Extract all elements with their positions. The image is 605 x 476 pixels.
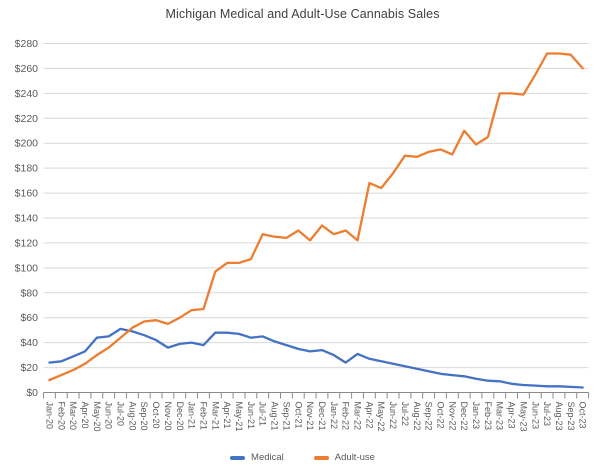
x-axis-tick-label: Jan-21 bbox=[187, 402, 197, 430]
x-axis-tick-label: Aug-20 bbox=[127, 402, 137, 431]
y-axis-tick-label: $160 bbox=[15, 188, 39, 200]
x-axis-tick-label: Oct-22 bbox=[435, 402, 445, 429]
x-axis-tick-label: Apr-20 bbox=[80, 402, 90, 429]
x-axis-tick-label: Jul-23 bbox=[542, 402, 552, 427]
x-axis-tick-label: Oct-21 bbox=[293, 402, 303, 429]
x-axis-tick-label: Sep-22 bbox=[424, 402, 434, 431]
x-axis-tick-label: Apr-22 bbox=[364, 402, 374, 429]
x-axis-tick-label: Mar-21 bbox=[210, 402, 220, 431]
y-axis-tick-label: $80 bbox=[20, 287, 38, 299]
x-axis-tick-label: Jul-20 bbox=[116, 402, 126, 427]
x-axis-tick-label: Jun-23 bbox=[530, 402, 540, 430]
x-axis-tick-label: Mar-20 bbox=[68, 402, 78, 431]
y-axis-tick-label: $180 bbox=[15, 163, 39, 175]
chart-legend: Medical Adult-use bbox=[0, 452, 605, 463]
adult-use-line-marker-icon bbox=[313, 455, 329, 460]
x-axis-tick-label: Feb-23 bbox=[483, 402, 493, 431]
x-axis-tick-label: Jan-20 bbox=[44, 402, 54, 430]
legend-label-medical: Medical bbox=[251, 452, 284, 463]
x-axis-tick-label: Sep-23 bbox=[566, 402, 576, 431]
gridlines bbox=[43, 43, 589, 369]
medical-line-marker-icon bbox=[230, 455, 246, 460]
x-axis-tick-label: Aug-21 bbox=[270, 402, 280, 431]
x-axis-tick-label: Sep-20 bbox=[139, 402, 149, 431]
x-axis-tick-label: Feb-20 bbox=[56, 402, 66, 431]
x-axis-tick-label: Apr-23 bbox=[507, 402, 517, 429]
adult-use-series-line bbox=[48, 52, 584, 382]
x-axis-tick-label: Nov-22 bbox=[447, 402, 457, 431]
x-axis-tick-label: Aug-23 bbox=[554, 402, 564, 431]
x-axis-tick-label: Nov-21 bbox=[305, 402, 315, 431]
legend-item-medical: Medical bbox=[230, 452, 284, 463]
y-axis-tick-label: $140 bbox=[15, 213, 39, 225]
y-axis-tick-label: $40 bbox=[20, 337, 38, 349]
x-axis-tick-label: Feb-22 bbox=[341, 402, 351, 431]
x-axis-tick-label: May-23 bbox=[518, 402, 528, 432]
x-axis-tick-label: Jan-22 bbox=[329, 402, 339, 430]
y-axis-tick-label: $0 bbox=[26, 387, 38, 399]
x-axis-tick-label: Jun-20 bbox=[104, 402, 114, 430]
y-axis-tick-label: $260 bbox=[15, 63, 39, 75]
y-axis-tick-label: $280 bbox=[15, 38, 39, 50]
x-axis-tick-label: Oct-23 bbox=[578, 402, 588, 429]
x-axis-tick-label: Jul-22 bbox=[400, 402, 410, 427]
x-axis-tick-label: May-21 bbox=[234, 402, 244, 432]
y-axis-tick-label: $100 bbox=[15, 262, 39, 274]
x-axis-tick-label: May-20 bbox=[92, 402, 102, 432]
y-axis-labels: $0 $20 $40 $60 $80 $100 $120 $140 $160 $180 $200 $2… bbox=[15, 38, 39, 399]
y-axis-tick-label: $200 bbox=[15, 138, 39, 150]
x-axis-tick-label: Mar-23 bbox=[495, 402, 505, 431]
legend-item-adult-use: Adult-use bbox=[313, 452, 375, 463]
medical-series-line bbox=[48, 327, 584, 389]
x-axis-tick-label: Jun-21 bbox=[246, 402, 256, 430]
y-axis-tick-label: $20 bbox=[20, 362, 38, 374]
chart-title: Michigan Medical and Adult-Use Cannabis … bbox=[165, 7, 440, 21]
x-axis-tick-label: Feb-21 bbox=[198, 402, 208, 431]
x-axis-tick-label: Apr-21 bbox=[222, 402, 232, 429]
y-axis-tick-label: $240 bbox=[15, 88, 39, 100]
y-axis-tick-label: $60 bbox=[20, 312, 38, 324]
x-axis-tick-label: Nov-20 bbox=[163, 402, 173, 431]
y-axis-tick-label: $120 bbox=[15, 237, 39, 249]
x-axis-tick-label: Jul-21 bbox=[258, 402, 268, 427]
x-axis-tick-label: Dec-21 bbox=[317, 402, 327, 431]
x-axis-tick-label: Jan-23 bbox=[471, 402, 481, 430]
x-axis-tick-label: Dec-22 bbox=[459, 402, 469, 431]
x-axis-ticks bbox=[43, 392, 590, 399]
x-axis-tick-label: Jun-22 bbox=[388, 402, 398, 430]
x-axis-tick-label: Aug-22 bbox=[412, 402, 422, 431]
x-axis-tick-label: Dec-20 bbox=[175, 402, 185, 431]
legend-label-adult-use: Adult-use bbox=[334, 452, 375, 463]
x-axis-tick-label: Sep-21 bbox=[281, 402, 291, 431]
x-axis-tick-label: Oct-20 bbox=[151, 402, 161, 429]
x-axis-tick-label: Mar-22 bbox=[353, 402, 363, 431]
y-axis-tick-label: $220 bbox=[15, 113, 39, 125]
x-axis-tick-label: May-22 bbox=[376, 402, 386, 432]
x-axis-labels: Jan-20 Feb-20 Mar-20 Apr-20 May-20 Jun-20 Jul-… bbox=[44, 402, 587, 432]
